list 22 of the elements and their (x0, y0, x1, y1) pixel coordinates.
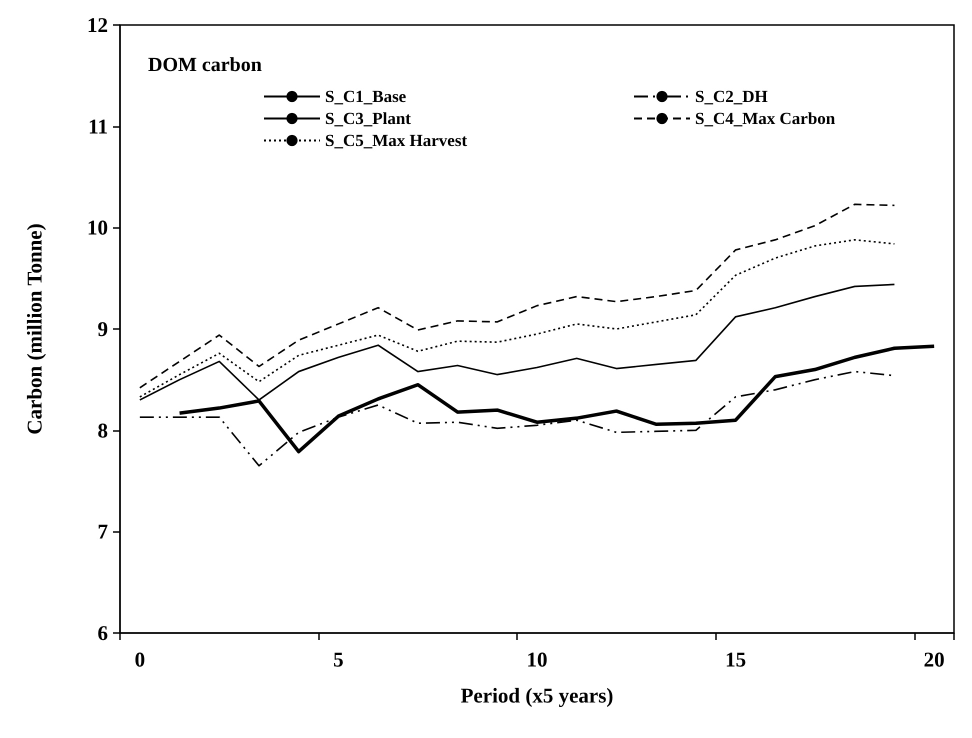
y-tick-label: 7 (98, 520, 108, 544)
legend-label: S_C2_DH (695, 87, 768, 106)
y-tick-label: 12 (87, 13, 108, 37)
legend-label: S_C5_Max Harvest (325, 131, 468, 150)
x-tick-label: 10 (526, 648, 548, 672)
legend-label: S_C4_Max Carbon (695, 109, 836, 128)
y-tick-label: 6 (98, 621, 108, 645)
x-tick-label: 20 (924, 648, 945, 672)
y-tick-label: 10 (87, 216, 108, 240)
line-series (139, 239, 896, 398)
y-axis-title: Carbon (million Tonne) (22, 223, 46, 435)
legend-label: S_C1_Base (325, 87, 407, 106)
y-tick-label: 9 (98, 317, 108, 341)
x-tick-label: 5 (333, 648, 344, 672)
y-tick-label: 11 (88, 114, 108, 138)
x-axis-title: Period (x5 years) (460, 684, 614, 708)
x-tick-label: 0 (134, 648, 146, 672)
x-tick-label: 15 (725, 648, 746, 672)
line-series (139, 204, 896, 389)
text: DOM carbon (148, 54, 262, 76)
legend-label: S_C3_Plant (325, 109, 412, 128)
y-tick-label: 8 (98, 418, 108, 442)
